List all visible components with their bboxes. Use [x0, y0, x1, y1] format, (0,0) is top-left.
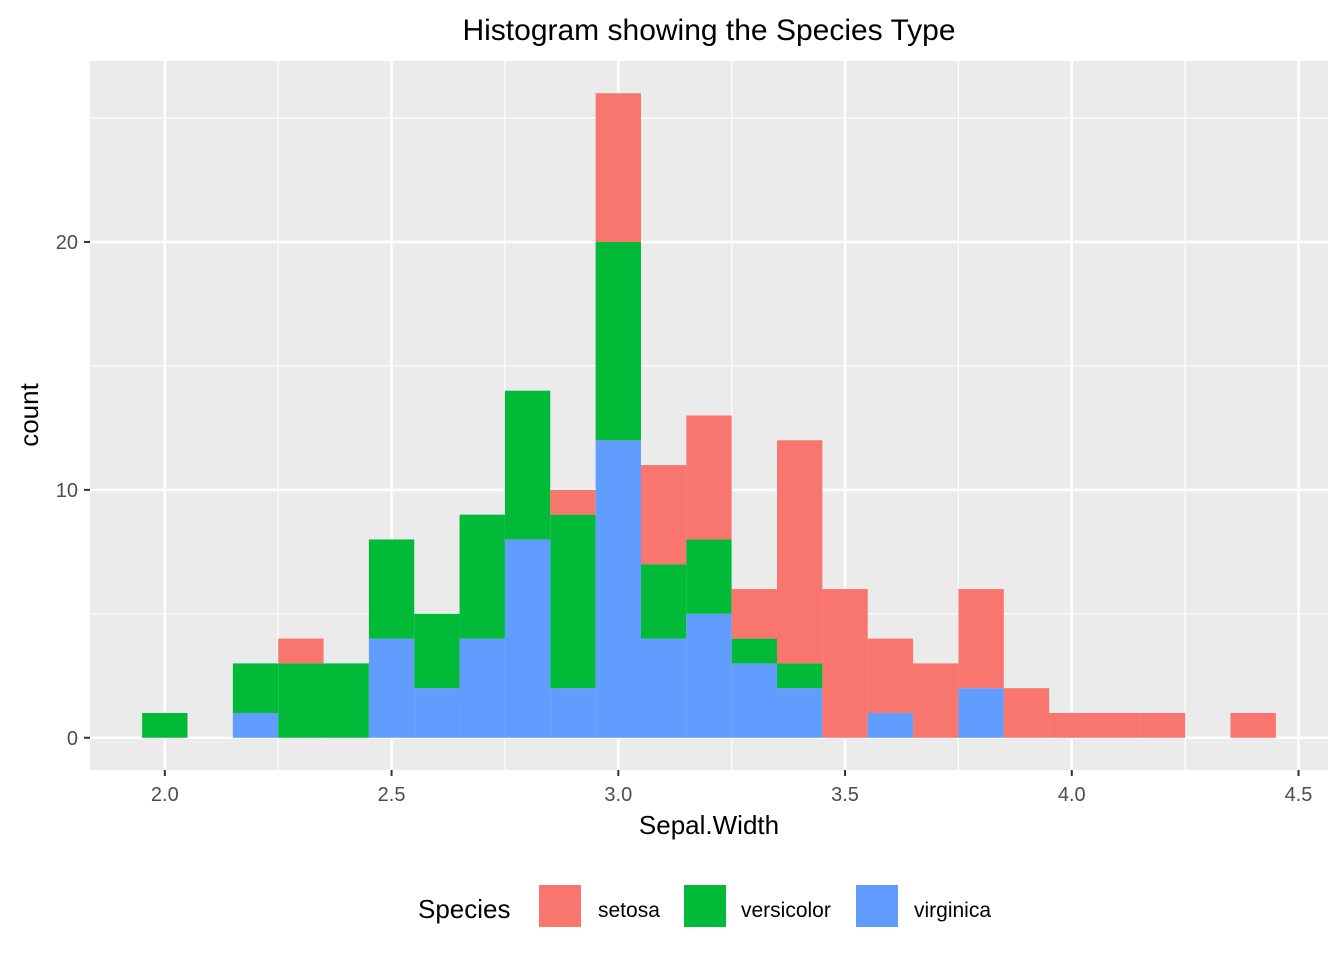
- bar-setosa-3.8: [958, 589, 1004, 689]
- legend-key-setosa: [537, 883, 583, 929]
- bar-versicolor-2.7: [459, 514, 505, 639]
- bar-virginica-2.8: [504, 539, 551, 738]
- y-tick-label: 20: [56, 232, 78, 254]
- bar-setosa-4.4: [1230, 712, 1276, 738]
- legend: Species setosa versicolor virginica: [418, 883, 991, 929]
- bar-versicolor-2.2: [232, 663, 279, 713]
- bar-setosa-4.1: [1094, 712, 1140, 738]
- bar-versicolor-3.4: [777, 663, 823, 689]
- bar-versicolor-2.9: [550, 514, 596, 689]
- bar-setosa-3.6: [867, 638, 914, 713]
- x-tick-label: 4.5: [1285, 784, 1313, 806]
- legend-key-versicolor: [682, 883, 728, 929]
- histogram-bars: [142, 93, 1276, 738]
- y-axis-title: count: [14, 382, 44, 446]
- legend-item-setosa: setosa: [537, 883, 660, 929]
- bar-setosa-3.4: [777, 440, 823, 664]
- bar-setosa-2.3: [278, 638, 324, 664]
- bar-versicolor-2.3: [278, 663, 324, 738]
- legend-key-virginica: [854, 883, 900, 929]
- bar-virginica-2.5: [368, 638, 415, 738]
- y-axis-ticks: 0 10 20: [56, 232, 90, 750]
- bar-virginica-3.1: [640, 638, 687, 738]
- bar-versicolor-3.3: [731, 638, 778, 664]
- x-axis-title: Sepal.Width: [639, 810, 779, 840]
- bar-setosa-4.0: [1049, 712, 1095, 738]
- bar-versicolor-2.5: [368, 539, 415, 639]
- y-tick-label: 10: [56, 480, 78, 502]
- bar-virginica-2.7: [459, 638, 505, 738]
- bar-versicolor-3.0: [595, 241, 641, 441]
- bar-versicolor-2.0: [142, 712, 188, 738]
- bar-versicolor-3.2: [686, 539, 732, 614]
- bar-setosa-3.0: [595, 93, 641, 242]
- chart-title: Histogram showing the Species Type: [462, 14, 955, 47]
- legend-label-versicolor: versicolor: [741, 899, 831, 922]
- bar-versicolor-2.8: [504, 390, 551, 540]
- bar-setosa-2.9: [550, 489, 596, 515]
- bar-versicolor-3.1: [640, 564, 687, 639]
- x-tick-label: 3.5: [831, 784, 859, 806]
- bar-setosa-3.5: [822, 589, 868, 738]
- bar-virginica-3.8: [958, 688, 1004, 738]
- bar-setosa-3.7: [913, 663, 959, 738]
- legend-label-setosa: setosa: [598, 899, 660, 922]
- x-tick-label: 2.0: [151, 784, 179, 806]
- legend-item-versicolor: versicolor: [682, 883, 831, 929]
- bar-virginica-3.6: [867, 712, 914, 738]
- x-tick-label: 4.0: [1058, 784, 1086, 806]
- bar-versicolor-2.4: [323, 663, 369, 738]
- x-tick-label: 3.0: [604, 784, 632, 806]
- bar-setosa-3.2: [686, 415, 732, 540]
- bar-virginica-3.4: [777, 688, 823, 738]
- bar-virginica-2.2: [232, 712, 279, 738]
- bar-virginica-2.9: [550, 688, 596, 738]
- bar-virginica-3.2: [686, 613, 732, 738]
- legend-title: Species: [418, 894, 511, 924]
- legend-label-virginica: virginica: [914, 899, 991, 922]
- bar-virginica-2.6: [414, 688, 460, 738]
- x-axis-ticks: 2.0 2.5 3.0 3.5 4.0 4.5: [151, 770, 1313, 806]
- bar-setosa-3.9: [1003, 688, 1050, 738]
- bar-setosa-3.1: [640, 465, 687, 565]
- legend-item-virginica: virginica: [854, 883, 991, 929]
- bar-setosa-4.2: [1139, 712, 1186, 738]
- x-tick-label: 2.5: [378, 784, 406, 806]
- y-tick-label: 0: [67, 728, 78, 750]
- bar-setosa-3.3: [731, 589, 778, 639]
- bar-virginica-3.0: [595, 440, 641, 738]
- bar-virginica-3.3: [731, 663, 778, 738]
- bar-versicolor-2.6: [414, 613, 460, 689]
